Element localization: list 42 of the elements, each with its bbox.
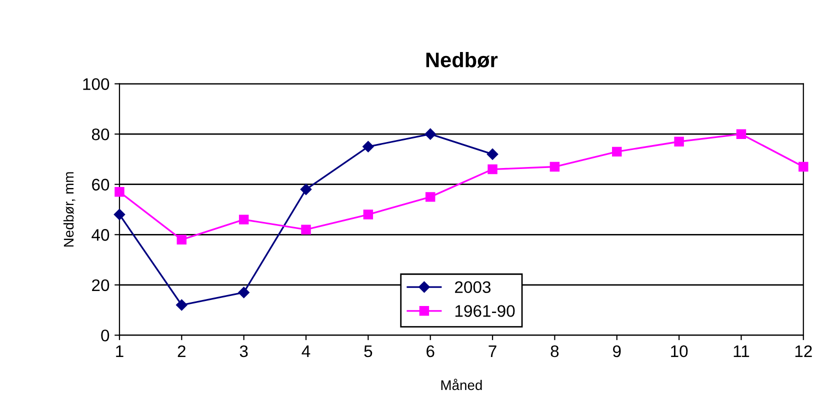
x-tick-label: 10 bbox=[671, 345, 688, 358]
point bbox=[488, 164, 498, 174]
y-tick-label: 80 bbox=[92, 128, 110, 140]
legend-label: 2003 bbox=[455, 281, 491, 294]
point bbox=[674, 136, 684, 146]
x-axis-title: Måned bbox=[441, 378, 482, 390]
point bbox=[362, 141, 374, 152]
x-tick-label: 6 bbox=[426, 345, 434, 358]
x-tick-label: 4 bbox=[302, 346, 310, 357]
point bbox=[300, 184, 312, 195]
legend-label: 1961-90 bbox=[455, 305, 515, 317]
point bbox=[550, 162, 560, 172]
point bbox=[238, 214, 249, 224]
point bbox=[363, 210, 374, 220]
x-tick-label: 5 bbox=[364, 346, 372, 358]
y-tick-label: 0 bbox=[101, 330, 110, 342]
point bbox=[176, 234, 187, 245]
point bbox=[612, 146, 622, 157]
x-tick-label: 8 bbox=[550, 345, 559, 358]
point bbox=[798, 162, 808, 172]
point bbox=[176, 299, 188, 311]
point bbox=[114, 187, 124, 197]
x-tick-label: 3 bbox=[240, 345, 248, 358]
x-tick-label: 7 bbox=[488, 346, 496, 357]
point bbox=[301, 224, 311, 234]
point bbox=[424, 128, 436, 140]
point bbox=[736, 129, 746, 139]
x-tick-label: 1 bbox=[116, 346, 124, 357]
point bbox=[486, 148, 498, 160]
point bbox=[238, 286, 250, 298]
x-tick-label: 12 bbox=[795, 345, 812, 357]
y-axis-title: Nedbør, mm bbox=[63, 172, 76, 247]
y-tick-label: 100 bbox=[83, 78, 110, 90]
y-tick-label: 60 bbox=[92, 178, 110, 191]
x-tick-label: 11 bbox=[734, 346, 750, 357]
point bbox=[425, 192, 436, 202]
y-tick-label: 20 bbox=[92, 279, 110, 292]
point bbox=[114, 208, 126, 220]
x-tick-label: 9 bbox=[613, 345, 621, 358]
x-tick-label: 2 bbox=[178, 345, 186, 357]
y-tick-label: 40 bbox=[92, 229, 110, 241]
chart-title: Nedbør bbox=[426, 52, 498, 68]
